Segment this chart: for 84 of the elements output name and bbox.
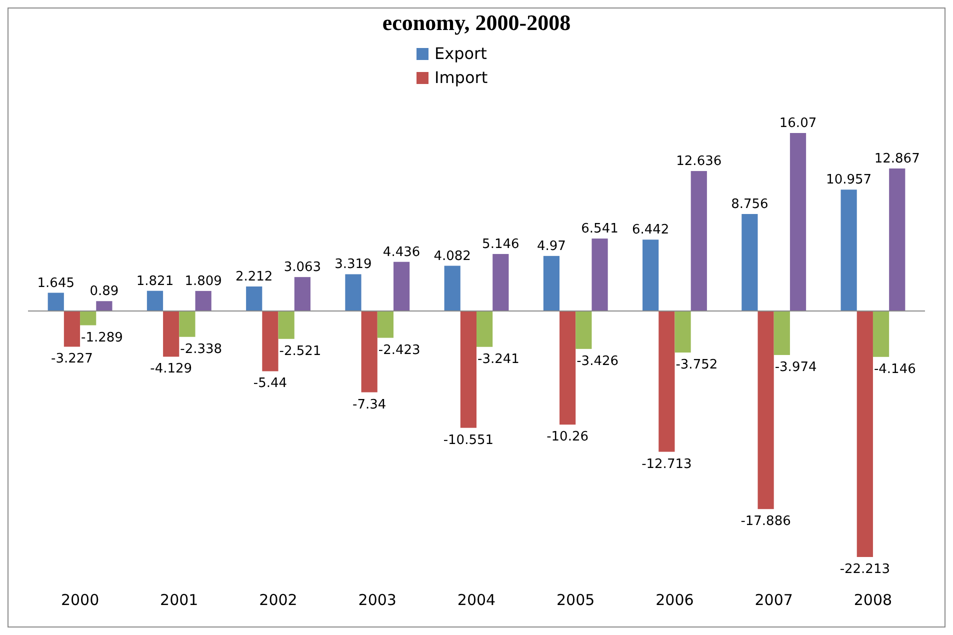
bar [460, 310, 476, 428]
x-tick-label: 2005 [556, 591, 595, 609]
data-label: -2.423 [378, 342, 420, 358]
data-label: 4.082 [434, 248, 471, 264]
bar [742, 214, 758, 311]
bar [262, 310, 278, 372]
data-label: -10.551 [443, 432, 494, 448]
bar [195, 290, 212, 311]
data-label: -3.426 [576, 354, 619, 369]
bar [393, 262, 410, 311]
data-label: 1.809 [184, 274, 222, 289]
x-tick-label: 2004 [457, 591, 496, 609]
data-label: 12.867 [874, 151, 920, 166]
bar [278, 310, 294, 339]
bar [294, 277, 310, 311]
x-tick-label: 2006 [656, 591, 694, 609]
data-label: 3.319 [334, 257, 372, 272]
data-label: -1.289 [81, 330, 123, 346]
x-tick-label: 2002 [259, 591, 298, 609]
legend-label: Export [434, 44, 487, 63]
data-label: -4.146 [874, 362, 916, 377]
data-label: -10.26 [546, 430, 589, 445]
bar [146, 290, 164, 311]
bar [163, 310, 180, 357]
bar [774, 310, 790, 355]
bar [758, 310, 774, 510]
bar [476, 310, 493, 347]
data-label: -22.213 [840, 562, 890, 577]
data-label: -3.241 [478, 352, 520, 367]
x-tick-label: 2007 [754, 591, 793, 609]
data-label: -12.713 [642, 456, 692, 472]
data-label: 6.541 [581, 222, 618, 237]
bar [690, 171, 707, 311]
data-label: 4.436 [382, 244, 420, 260]
bar [840, 190, 857, 311]
data-label: -3.227 [51, 352, 93, 367]
bar [444, 266, 460, 311]
data-label: -2.338 [180, 342, 222, 357]
data-label: -5.44 [253, 376, 288, 392]
bar [856, 310, 873, 557]
bar [543, 256, 560, 311]
bar [592, 238, 608, 311]
bar [492, 254, 509, 311]
bar [179, 310, 196, 337]
bar [345, 274, 362, 311]
bar [790, 133, 806, 311]
bar [674, 310, 691, 353]
bar [889, 168, 906, 311]
x-tick-label: 2008 [854, 591, 892, 609]
data-label: 0.89 [90, 284, 119, 300]
bar [48, 292, 64, 311]
bar [560, 310, 576, 425]
bar [377, 310, 394, 338]
bar [246, 286, 262, 311]
bar [642, 240, 659, 311]
data-label: -17.886 [740, 514, 791, 530]
legend-label: Import [434, 68, 488, 87]
data-label: -2.521 [279, 344, 322, 359]
data-label: -4.129 [150, 362, 192, 377]
data-label: 5.146 [482, 236, 520, 252]
data-label: 6.442 [632, 222, 670, 238]
bar [80, 310, 96, 326]
x-tick-label: 2000 [60, 591, 100, 609]
data-label: 16.07 [779, 116, 817, 131]
bar [576, 310, 592, 349]
x-tick-label: 2003 [358, 591, 396, 609]
bar [361, 310, 378, 392]
bar [96, 301, 112, 311]
data-label: 3.063 [284, 260, 322, 276]
chart-title: economy, 2000-2008 [382, 10, 571, 35]
data-label: -3.974 [774, 360, 817, 375]
data-label: 10.957 [826, 172, 872, 188]
data-label: 1.821 [136, 274, 174, 289]
data-label: -7.34 [352, 397, 386, 412]
bar [64, 310, 80, 347]
x-tick-label: 2001 [160, 591, 198, 609]
bar [658, 310, 675, 452]
data-label: 4.97 [536, 238, 566, 254]
data-label: 12.636 [676, 154, 722, 170]
data-label: 2.212 [236, 269, 273, 284]
data-label: 1.645 [37, 276, 74, 291]
data-label: -3.752 [676, 358, 718, 373]
bar [872, 310, 890, 357]
data-label: 8.756 [731, 197, 768, 212]
